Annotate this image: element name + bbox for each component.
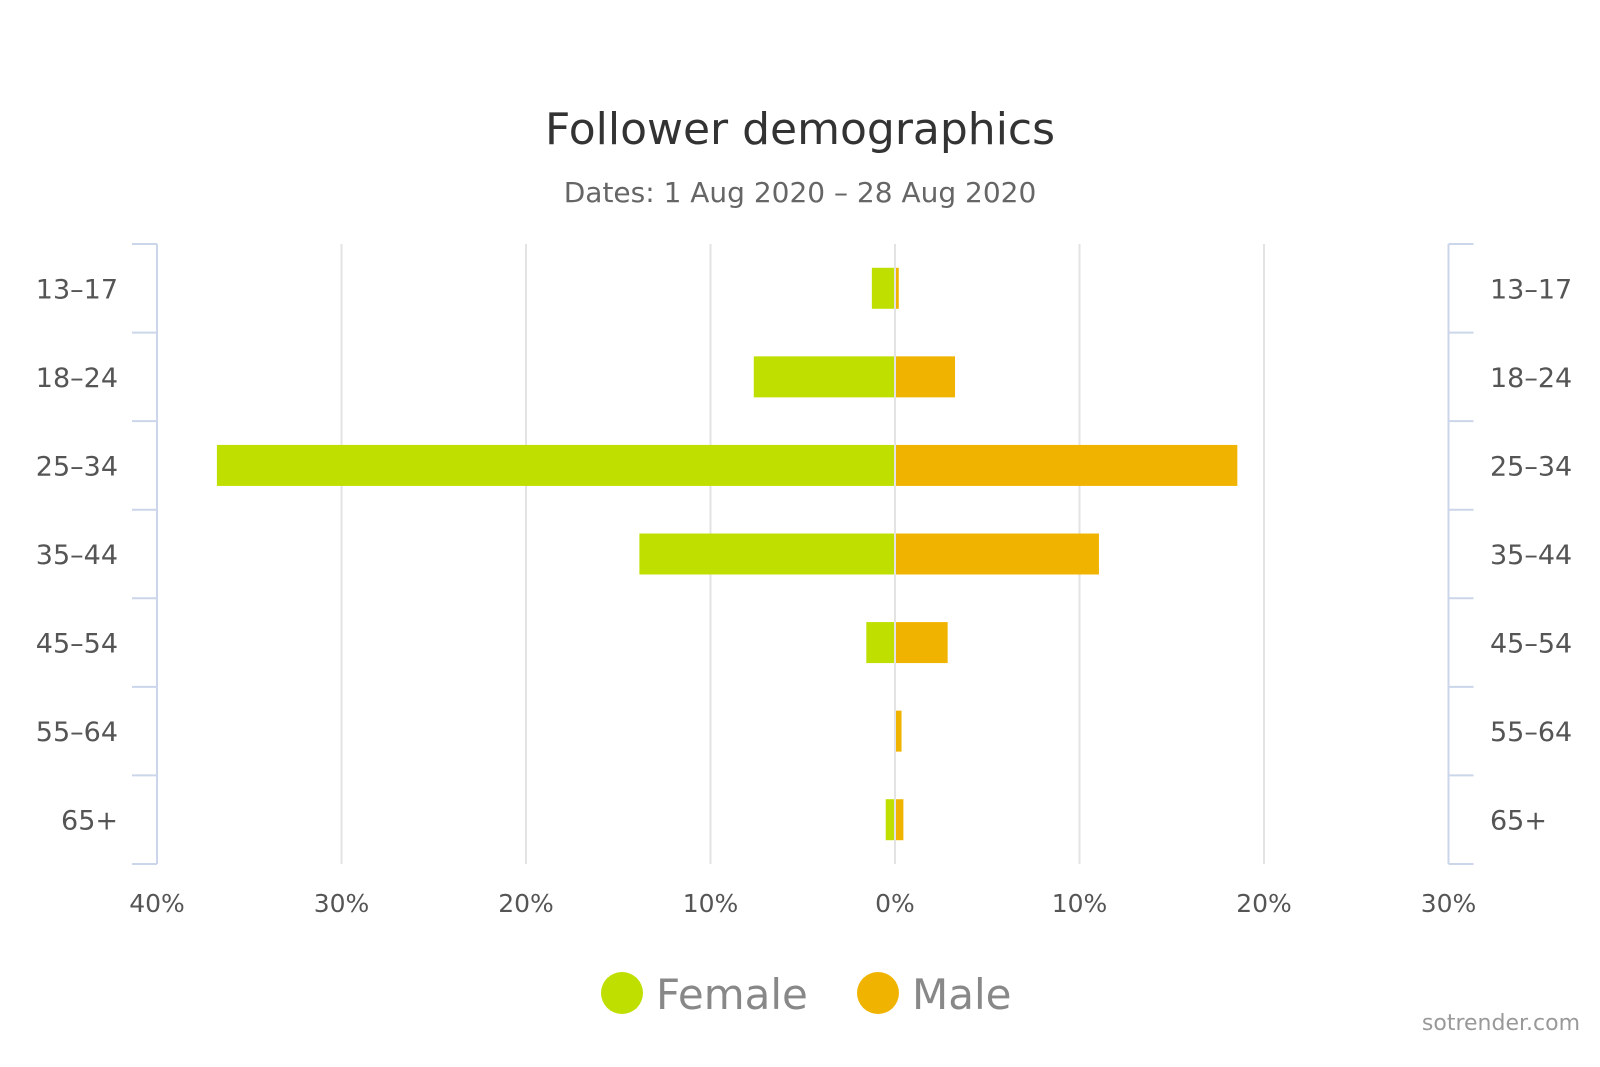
category-label-left: 25–34 bbox=[36, 451, 118, 482]
bar-male bbox=[896, 444, 1238, 486]
category-label-left: 13–17 bbox=[36, 274, 118, 305]
bar-male bbox=[896, 710, 902, 752]
legend-marker-female bbox=[601, 972, 643, 1014]
category-label-right: 18–24 bbox=[1490, 363, 1572, 394]
bar-male bbox=[896, 356, 956, 398]
category-label-right: 13–17 bbox=[1490, 274, 1572, 305]
credit-text: sotrender.com bbox=[1422, 1011, 1580, 1036]
bar-female bbox=[216, 444, 894, 486]
category-label-left: 18–24 bbox=[36, 363, 118, 394]
category-label-left: 65+ bbox=[61, 806, 118, 837]
bar-female bbox=[639, 533, 894, 575]
x-tick-label: 40% bbox=[129, 889, 185, 918]
bar-female bbox=[866, 622, 894, 664]
legend-marker-male bbox=[857, 972, 899, 1014]
x-tick-label: 10% bbox=[1052, 889, 1108, 918]
chart-title: Follower demographics bbox=[545, 104, 1055, 155]
x-tick-label: 0% bbox=[875, 889, 915, 918]
bar-male bbox=[896, 267, 899, 309]
bar-male bbox=[896, 622, 948, 664]
x-tick-label: 30% bbox=[314, 889, 370, 918]
chart-subtitle: Dates: 1 Aug 2020 – 28 Aug 2020 bbox=[564, 176, 1037, 209]
category-label-left: 35–44 bbox=[36, 540, 118, 571]
category-label-right: 45–54 bbox=[1490, 629, 1572, 660]
x-tick-label: 20% bbox=[1236, 889, 1292, 918]
category-label-right: 55–64 bbox=[1490, 717, 1572, 748]
bar-female bbox=[871, 267, 894, 309]
category-label-right: 65+ bbox=[1490, 806, 1547, 837]
bar-female bbox=[885, 799, 894, 841]
x-tick-label: 20% bbox=[498, 889, 554, 918]
category-label-left: 55–64 bbox=[36, 717, 118, 748]
bar-female bbox=[753, 356, 894, 398]
legend-label-male: Male bbox=[912, 970, 1011, 1019]
category-label-right: 35–44 bbox=[1490, 540, 1572, 571]
category-label-left: 45–54 bbox=[36, 629, 118, 660]
category-label-right: 25–34 bbox=[1490, 451, 1572, 482]
legend-label-female: Female bbox=[656, 970, 808, 1019]
bar-male bbox=[896, 533, 1099, 575]
bar-male bbox=[896, 799, 904, 841]
x-tick-label: 30% bbox=[1421, 889, 1477, 918]
x-tick-label: 10% bbox=[683, 889, 739, 918]
